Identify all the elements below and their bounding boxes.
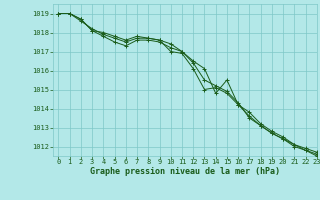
- X-axis label: Graphe pression niveau de la mer (hPa): Graphe pression niveau de la mer (hPa): [90, 167, 280, 176]
